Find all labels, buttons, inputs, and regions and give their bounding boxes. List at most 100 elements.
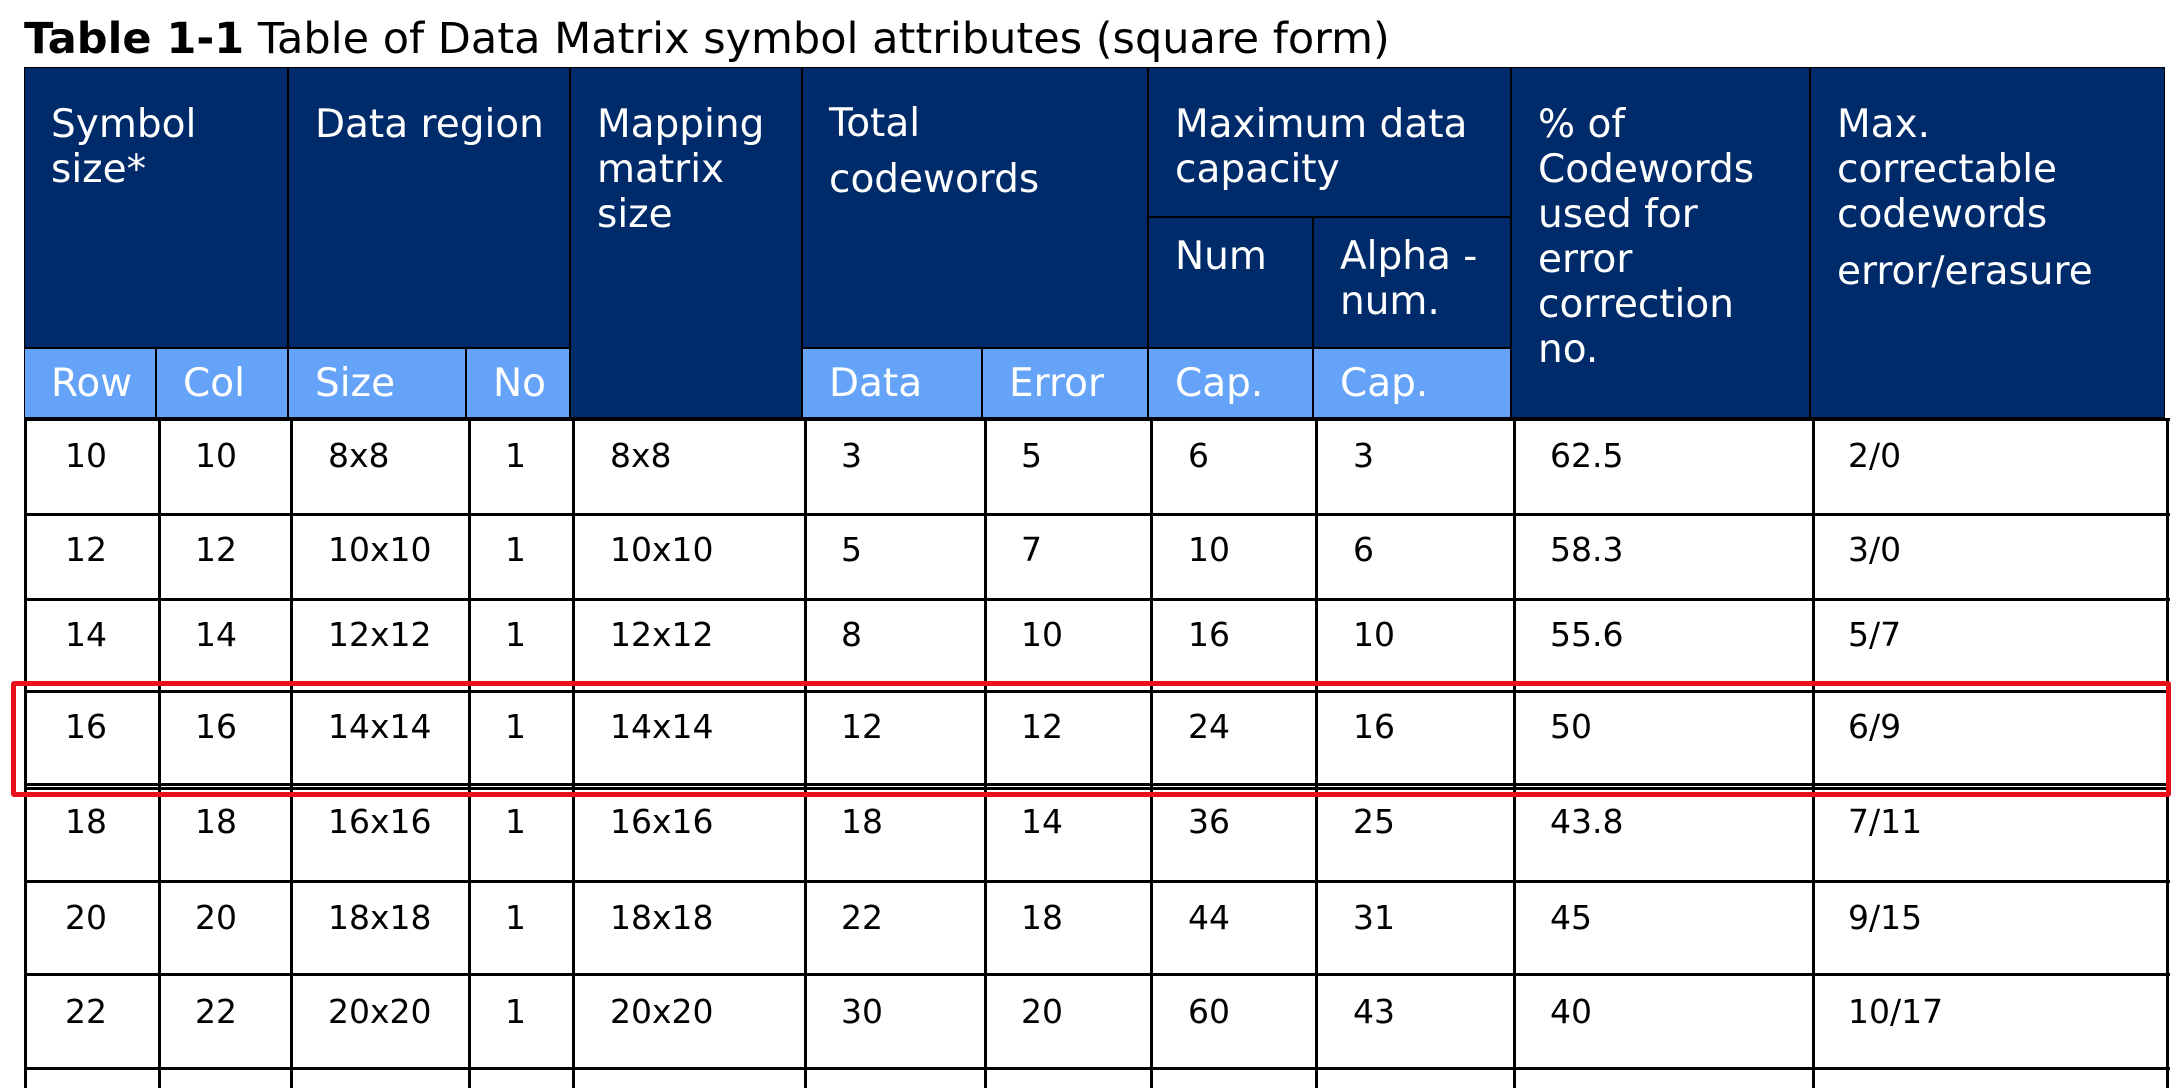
table-caption-label: Table 1-1 [24, 14, 245, 64]
header-mapping-matrix-text: Mapping matrix size [597, 102, 765, 237]
table-cell: 10 [1188, 530, 1230, 569]
table-cell: 18x18 [610, 898, 714, 937]
header-total-codewords: Total codewords [802, 67, 1148, 348]
column-divider [984, 418, 987, 1088]
header-data-region-text: Data region [315, 102, 544, 147]
column-divider [1513, 418, 1516, 1088]
table-cell: 14x14 [328, 707, 432, 746]
row-divider [27, 513, 2170, 516]
header-mapping-matrix: Mapping matrix size [570, 67, 802, 418]
table-cell: 45 [1550, 898, 1592, 937]
header-symbol-size-text: Symbol size* [51, 102, 197, 192]
table-cell: 20 [1021, 992, 1063, 1031]
header-data-text: Data [829, 360, 923, 406]
table-cell: 12 [195, 530, 237, 569]
table-cell: 10/17 [1848, 992, 1944, 1031]
header-cap-alpha-text: Cap. [1340, 360, 1429, 406]
column-divider [2166, 418, 2169, 1088]
table-cell: 5 [1021, 436, 1042, 475]
header-no-text: No [493, 360, 547, 406]
table-cell: 16x16 [328, 802, 432, 841]
header-row: Row [24, 348, 156, 418]
table-cell: 16 [195, 707, 237, 746]
table-cell: 1 [505, 436, 526, 475]
table-cell: 8 [841, 615, 862, 654]
row-divider [27, 418, 2170, 421]
header-max-correctable-text: Max. correctable codewords [1837, 102, 2058, 237]
table-cell: 20x20 [328, 992, 432, 1031]
table-cell: 18 [195, 802, 237, 841]
table-cell: 3/0 [1848, 530, 1902, 569]
table-cell: 6/9 [1848, 707, 1902, 746]
header-num-text: Num [1175, 234, 1267, 279]
table-cell: 14 [195, 615, 237, 654]
table-cell: 2/0 [1848, 436, 1902, 475]
table-cell: 25 [1353, 802, 1395, 841]
table-caption-title: Table of Data Matrix symbol attributes (… [257, 14, 1390, 64]
table-cell: 12 [841, 707, 883, 746]
row-divider [27, 683, 2170, 686]
table-cell: 5 [841, 530, 862, 569]
column-divider [1150, 418, 1153, 1088]
table-cell: 1 [505, 530, 526, 569]
table-cell: 43 [1353, 992, 1395, 1031]
header-size: Size [288, 348, 466, 418]
table-cell: 5/7 [1848, 615, 1902, 654]
table-cell: 16 [1188, 615, 1230, 654]
row-divider [27, 783, 2170, 786]
table-cell: 1 [505, 802, 526, 841]
table-cell: 10x10 [610, 530, 714, 569]
header-error: Error [982, 348, 1148, 418]
table-cell: 3 [841, 436, 862, 475]
table-cell: 18 [65, 802, 107, 841]
highlight-inner-line [27, 690, 2170, 693]
header-max-capacity-text: Maximum data capacity [1175, 102, 1468, 192]
table-cell: 10x10 [328, 530, 432, 569]
header-max-capacity: Maximum data capacity [1148, 67, 1511, 217]
table-cell: 1 [505, 615, 526, 654]
header-cap-alpha: Cap. [1313, 348, 1511, 418]
header-error-text: Error [1009, 360, 1105, 406]
table-cell: 10 [65, 436, 107, 475]
table-cell: 3 [1353, 436, 1374, 475]
column-divider [1315, 418, 1318, 1088]
table-cell: 7 [1021, 530, 1042, 569]
row-divider [27, 1067, 2170, 1070]
table-cell: 31 [1353, 898, 1395, 937]
header-no: No [466, 348, 570, 418]
table-cell: 12 [1021, 707, 1063, 746]
table-cell: 50 [1550, 707, 1592, 746]
table-cell: 40 [1550, 992, 1592, 1031]
table-cell: 8x8 [610, 436, 672, 475]
highlight-inner-line [27, 787, 2170, 790]
table-caption: Table 1-1 Table of Data Matrix symbol at… [24, 14, 1390, 64]
table-cell: 16x16 [610, 802, 714, 841]
row-divider [27, 598, 2170, 601]
header-max-correctable: Max. correctable codewords error/erasure [1810, 67, 2165, 418]
table-cell: 30 [841, 992, 883, 1031]
table-cell: 60 [1188, 992, 1230, 1031]
table-cell: 22 [65, 992, 107, 1031]
table-cell: 1 [505, 898, 526, 937]
table-cell: 62.5 [1550, 436, 1624, 475]
table-cell: 10 [195, 436, 237, 475]
table-cell: 55.6 [1550, 615, 1624, 654]
table-cell: 24 [1188, 707, 1230, 746]
row-divider [27, 880, 2170, 883]
table-cell: 1 [505, 707, 526, 746]
header-col-text: Col [183, 360, 245, 406]
header-num: Num [1148, 217, 1313, 348]
table-cell: 43.8 [1550, 802, 1624, 841]
table-cell: 12 [65, 530, 107, 569]
table-cell: 18 [1021, 898, 1063, 937]
table-cell: 22 [841, 898, 883, 937]
table-cell: 58.3 [1550, 530, 1624, 569]
table-cell: 16 [65, 707, 107, 746]
table-cell: 16 [1353, 707, 1395, 746]
table-cell: 6 [1188, 436, 1209, 475]
header-percent-ec: % of Codewords used for error correction… [1511, 67, 1810, 418]
column-divider [572, 418, 575, 1088]
header-alphanum: Alpha - num. [1313, 217, 1511, 348]
header-size-text: Size [315, 360, 396, 406]
table-cell: 20 [65, 898, 107, 937]
